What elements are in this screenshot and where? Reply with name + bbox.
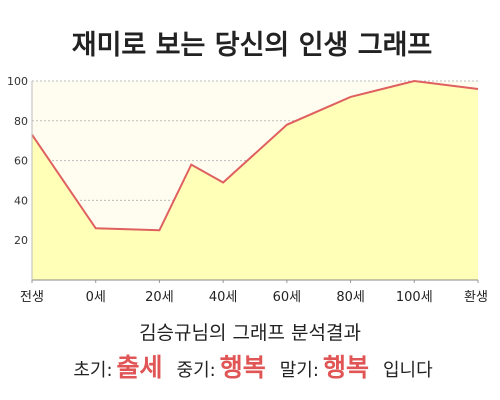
line <box>31 79 479 232</box>
stage-value: 출세 <box>116 353 163 382</box>
y-tick-label: 60 <box>14 155 28 168</box>
result-line: 초기: 출세 중기: 행복 말기: 행복 입니다 <box>0 348 500 384</box>
x-tick-label: 40세 <box>209 290 238 305</box>
stage-label: 중기: <box>176 360 216 381</box>
x-tick-label: 60세 <box>273 290 302 305</box>
y-tick-label: 80 <box>14 115 28 128</box>
y-tick-label: 100 <box>7 75 28 88</box>
chart-title: 재미로 보는 당신의 인생 그래프 <box>72 30 433 61</box>
suffix: 입니다 <box>382 360 433 381</box>
result-heading: 김승규님의 그래프 분석결과 <box>139 322 361 344</box>
x-tick-label: 100세 <box>396 290 433 305</box>
x-tick-label: 20세 <box>145 290 174 305</box>
x-tick-label: 전생 <box>20 290 44 305</box>
chart: 재미로 보는 당신의 인생 그래프 20 40 60 80 100 전생 0세 20세 40세 6… <box>7 30 488 305</box>
stage-label: 초기: <box>73 360 113 381</box>
y-tick-label: 40 <box>14 194 28 207</box>
stage-value: 행복 <box>322 353 369 382</box>
x-tick-label: 0세 <box>86 290 106 305</box>
y-tick-label: 20 <box>14 234 28 247</box>
stage-value: 행복 <box>219 353 266 382</box>
x-tick-label: 80세 <box>336 290 365 305</box>
x-tick-label: 환생 <box>464 290 488 305</box>
stage-label: 말기: <box>279 360 319 381</box>
